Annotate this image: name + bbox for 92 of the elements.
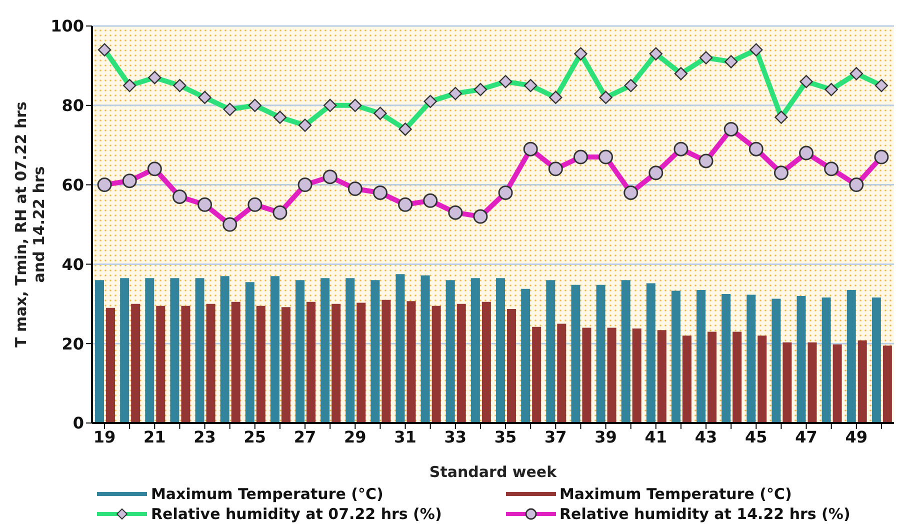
bar <box>882 346 892 423</box>
bar <box>696 290 706 423</box>
bar <box>858 340 867 423</box>
bar <box>832 344 842 423</box>
bar <box>156 306 166 423</box>
bar <box>170 278 180 423</box>
bar <box>131 304 140 423</box>
bar <box>220 276 230 423</box>
bar <box>732 332 742 423</box>
legend-label: Relative humidity at 14.22 hrs (%) <box>560 505 850 523</box>
bar <box>796 296 806 423</box>
bar <box>195 278 204 423</box>
legend-label: Maximum Temperature (°C) <box>151 485 384 503</box>
x-tick-label: 29 <box>344 427 366 446</box>
x-tick-label: 23 <box>194 427 216 446</box>
bar <box>256 306 266 423</box>
bar <box>632 328 642 423</box>
y-tick-label: 60 <box>62 175 84 194</box>
x-tick-label: 19 <box>93 427 116 446</box>
bar <box>470 278 480 423</box>
x-tick-label: 47 <box>795 427 818 446</box>
bar <box>708 332 717 423</box>
bar <box>281 307 290 423</box>
bar <box>546 280 556 423</box>
bar <box>846 290 856 423</box>
x-tick-label: 27 <box>294 427 316 446</box>
bar <box>582 328 592 423</box>
bar <box>657 330 666 423</box>
x-tick-label: 21 <box>144 427 166 446</box>
y-tick-label: 80 <box>62 96 84 116</box>
bar <box>782 342 792 423</box>
bar <box>521 288 530 423</box>
bar <box>106 308 116 423</box>
bar <box>370 280 380 423</box>
x-tick-label: 35 <box>494 427 517 446</box>
x-tick-label: 49 <box>845 427 868 446</box>
bar <box>231 302 240 423</box>
bar <box>206 304 216 423</box>
bar <box>120 278 130 423</box>
bar <box>432 306 441 423</box>
bar <box>507 309 516 423</box>
bar <box>671 290 680 423</box>
x-tick-label: 43 <box>694 427 718 446</box>
bar <box>306 302 316 423</box>
bar <box>682 336 692 423</box>
bar <box>607 328 616 423</box>
x-tick-label: 39 <box>594 427 617 446</box>
bar <box>346 278 355 423</box>
y-axis-title: T max, Tmin, RH at 07.22 hrs and 14.22 hrs <box>12 101 48 348</box>
y-tick-label: 100 <box>50 16 84 36</box>
bar <box>482 302 491 423</box>
bar <box>746 294 756 423</box>
bar <box>808 342 817 423</box>
bar <box>456 304 466 423</box>
bar <box>420 275 430 423</box>
bar <box>872 298 881 423</box>
bar <box>571 284 580 423</box>
bar <box>145 278 154 423</box>
bar <box>557 324 566 423</box>
bar <box>382 300 391 423</box>
bar <box>396 274 405 423</box>
bar <box>320 278 330 423</box>
bar <box>296 280 305 423</box>
bar <box>822 298 831 423</box>
x-tick-label: 41 <box>644 427 668 446</box>
bar <box>406 301 416 423</box>
bar <box>621 280 630 423</box>
x-tick-label: 45 <box>745 427 768 446</box>
bar <box>496 278 506 423</box>
bar <box>95 280 104 423</box>
bar <box>722 294 731 423</box>
bar <box>758 336 767 423</box>
x-axis-title: Standard week <box>429 463 558 481</box>
bar <box>646 283 656 423</box>
bar <box>270 276 280 423</box>
bar <box>332 304 341 423</box>
bar <box>446 280 455 423</box>
y-tick-label: 40 <box>62 254 84 274</box>
bar <box>532 326 542 423</box>
bar <box>772 298 781 423</box>
bar <box>356 302 366 423</box>
bar <box>245 282 254 423</box>
x-tick-label: 25 <box>244 427 266 446</box>
bar <box>181 306 190 423</box>
legend-label: Relative humidity at 07.22 hrs (%) <box>151 505 442 523</box>
bar <box>596 284 606 423</box>
x-tick-label: 31 <box>394 427 416 446</box>
y-tick-label: 20 <box>62 334 84 354</box>
legend-label: Maximum Temperature (°C) <box>560 485 792 503</box>
y-tick-label: 0 <box>72 414 84 433</box>
x-tick-label: 37 <box>544 427 567 446</box>
x-tick-label: 33 <box>444 427 467 446</box>
